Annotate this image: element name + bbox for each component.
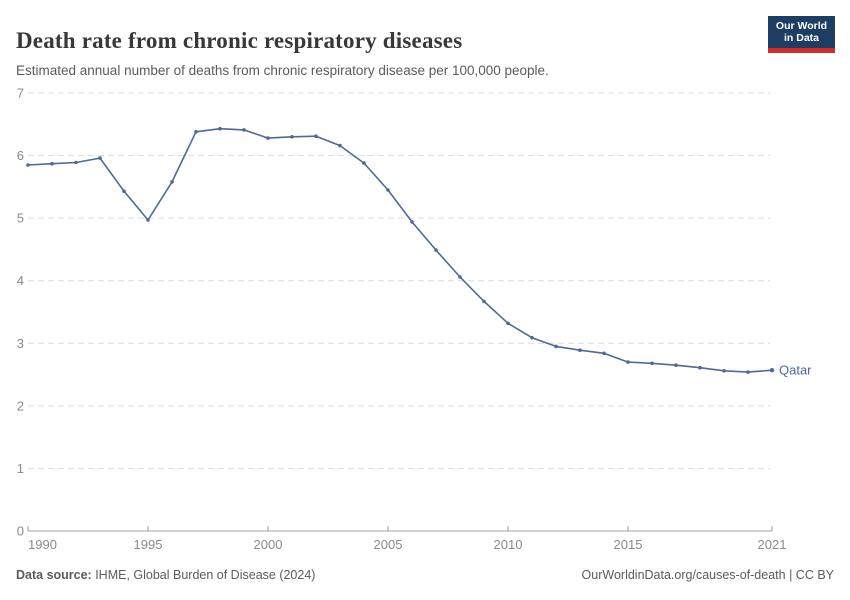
data-point-2000: [266, 136, 270, 140]
x-tick-label-2010: 2010: [494, 537, 523, 552]
data-source-note: Data source: IHME, Global Burden of Dise…: [16, 568, 315, 582]
data-point-2016: [650, 361, 654, 366]
x-tick-label-1990: 1990: [28, 537, 57, 552]
chart-footer: Data source: IHME, Global Burden of Dise…: [16, 568, 834, 582]
x-tick-label-2021: 2021: [758, 537, 787, 552]
y-tick-label-7: 7: [17, 86, 24, 101]
x-tick-label-2005: 2005: [374, 537, 403, 552]
data-point-2017: [674, 363, 678, 368]
line-series-qatar: [27, 127, 773, 373]
data-point-1994: [122, 189, 126, 193]
y-tick-label-5: 5: [17, 211, 24, 226]
data-point-1991: [50, 161, 54, 166]
owid-logo: Our World in Data: [768, 16, 835, 53]
data-point-2005: [386, 188, 390, 192]
data-point-2010: [506, 321, 510, 326]
page-subtitle: Estimated annual number of deaths from c…: [16, 62, 549, 78]
data-point-2013: [578, 348, 582, 353]
data-point-2020: [746, 370, 750, 374]
data-point-2019: [722, 369, 726, 373]
x-tick-label-1995: 1995: [134, 537, 163, 552]
y-tick-label-4: 4: [17, 273, 24, 288]
y-tick-label-6: 6: [17, 148, 24, 163]
x-tick-label-2015: 2015: [614, 537, 643, 552]
data-point-2014: [602, 351, 606, 356]
data-point-2003: [338, 143, 342, 148]
x-tick-label-2000: 2000: [254, 537, 283, 552]
owid-logo-box: Our World in Data: [768, 16, 835, 48]
entity-label-qatar[interactable]: Qatar: [779, 363, 812, 378]
credit-license: | CC BY: [785, 568, 834, 582]
data-point-2012: [554, 344, 558, 349]
data-point-1995: [146, 218, 150, 222]
data-point-1990: [26, 163, 30, 167]
data-source-text: IHME, Global Burden of Disease (2024): [91, 568, 316, 582]
data-point-2008: [458, 275, 462, 279]
data-point-2006: [410, 220, 414, 224]
data-point-2007: [434, 248, 438, 252]
owid-logo-line1: Our World: [775, 19, 828, 32]
data-point-1996: [170, 180, 174, 184]
data-point-2011: [530, 335, 534, 340]
data-source-label: Data source:: [16, 568, 92, 582]
data-point-2002: [314, 134, 318, 138]
owid-logo-red-bar: [768, 48, 835, 53]
owid-logo-line2: in Data: [783, 32, 819, 44]
data-point-1992: [74, 160, 78, 165]
y-tick-label-2: 2: [17, 398, 24, 413]
data-point-2001: [290, 135, 294, 139]
data-point-2021: [769, 368, 775, 373]
data-point-1993: [98, 156, 102, 160]
y-tick-label-0: 0: [17, 524, 24, 539]
data-point-2009: [482, 299, 486, 304]
data-point-1998: [218, 126, 222, 131]
y-tick-label-3: 3: [17, 336, 24, 351]
data-point-2015: [626, 360, 630, 364]
data-point-1997: [194, 130, 198, 134]
credit-note: OurWorldinData.org/causes-of-death | CC …: [582, 568, 834, 582]
y-tick-label-1: 1: [17, 461, 24, 476]
data-point-2004: [362, 161, 366, 165]
page-title: Death rate from chronic respiratory dise…: [16, 28, 463, 54]
data-point-2018: [698, 365, 702, 370]
credit-url-link[interactable]: OurWorldinData.org/causes-of-death: [581, 568, 786, 582]
data-point-1999: [242, 128, 246, 132]
